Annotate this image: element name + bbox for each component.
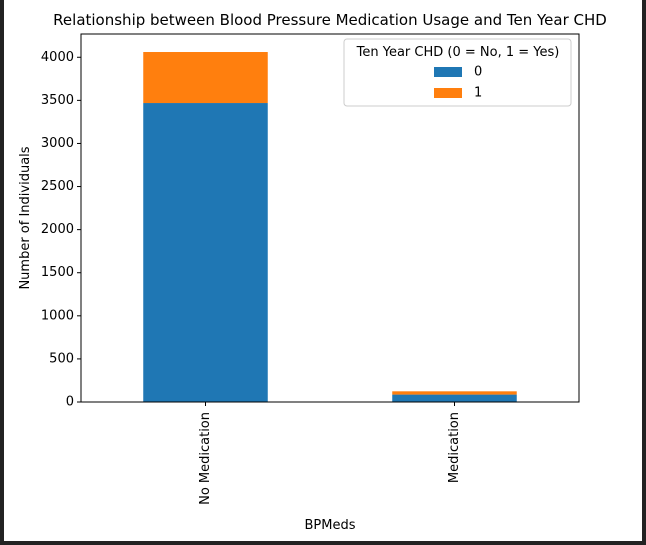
bar-no-medication-series-1: [143, 52, 268, 104]
legend-swatch-1: [434, 88, 462, 98]
x-axis-label: BPMeds: [305, 518, 356, 533]
plot-area: No Medication Medication 0 500 1000 1500 2000 2…: [41, 33, 580, 505]
x-tick-label: Medication: [447, 412, 462, 483]
legend: Ten Year CHD (0 = No, 1 = Yes) 0 1: [343, 38, 572, 107]
axes-frame: [80, 33, 580, 403]
legend-title: Ten Year CHD (0 = No, 1 = Yes): [356, 45, 560, 60]
y-tick-label: 1500: [41, 265, 74, 280]
bar-medication-series-1: [392, 391, 517, 395]
y-tick-label: 2500: [41, 179, 74, 194]
chart-title: Relationship between Blood Pressure Medi…: [53, 11, 607, 29]
y-tick-label: 0: [66, 395, 74, 410]
y-axis-label: Number of Individuals: [18, 146, 33, 289]
y-tick-label: 1000: [41, 308, 74, 323]
y-tick-label: 3000: [41, 136, 74, 151]
legend-label-1: 1: [474, 86, 482, 101]
x-tick-label: No Medication: [198, 412, 213, 505]
y-tick-label: 4000: [41, 50, 74, 65]
y-tick-label: 500: [49, 351, 74, 366]
bar-no-medication-series-0: [143, 103, 268, 402]
y-tick-label: 2000: [41, 222, 74, 237]
y-tick-label: 3500: [41, 93, 74, 108]
legend-label-0: 0: [474, 65, 482, 80]
chart-svg: Relationship between Blood Pressure Medi…: [18, 11, 607, 533]
bar-medication-series-0: [392, 394, 517, 402]
legend-swatch-0: [434, 67, 462, 77]
